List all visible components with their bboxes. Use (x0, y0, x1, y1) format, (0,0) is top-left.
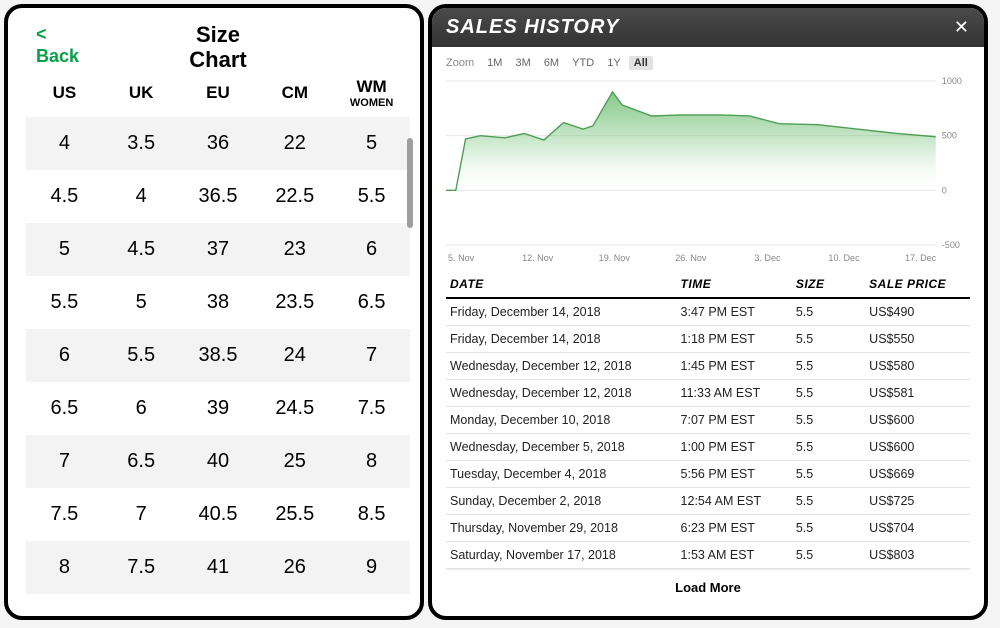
size-row: 65.538.5247 (26, 329, 410, 382)
sales-row: Tuesday, December 4, 20185:56 PM EST5.5U… (446, 461, 970, 488)
zoom-6m[interactable]: 6M (539, 56, 564, 70)
svg-text:12. Nov: 12. Nov (522, 253, 554, 263)
load-more-button[interactable]: Load More (446, 569, 970, 607)
sales-history-panel: SALES HISTORY ✕ Zoom 1M 3M 6M YTD 1Y All… (428, 4, 988, 620)
svg-text:5. Nov: 5. Nov (448, 253, 475, 263)
svg-text:26. Nov: 26. Nov (675, 253, 707, 263)
sales-row: Friday, December 14, 20181:18 PM EST5.5U… (446, 326, 970, 353)
size-row: 7.5740.525.58.5 (26, 488, 410, 541)
svg-text:-500: -500 (942, 240, 960, 250)
size-row: 87.541269 (26, 541, 410, 594)
sh-col-date: DATE (446, 271, 677, 298)
zoom-1y[interactable]: 1Y (602, 56, 625, 70)
size-col-eu: EU (180, 75, 257, 117)
svg-text:500: 500 (942, 131, 957, 141)
size-col-us: US (26, 75, 103, 117)
scrollbar-thumb[interactable] (407, 138, 413, 228)
sh-col-size: SIZE (792, 271, 865, 298)
close-icon[interactable]: ✕ (954, 17, 970, 38)
sales-history-header: SALES HISTORY ✕ (432, 8, 984, 47)
sh-col-sale-price: SALE PRICE (865, 271, 970, 298)
svg-text:19. Nov: 19. Nov (599, 253, 631, 263)
sales-row: Saturday, November 17, 20181:53 AM EST5.… (446, 542, 970, 569)
size-col-cm: CM (256, 75, 333, 117)
size-row: 76.540258 (26, 435, 410, 488)
sales-row: Sunday, December 2, 201812:54 AM EST5.5U… (446, 488, 970, 515)
zoom-ytd[interactable]: YTD (567, 56, 599, 70)
sh-col-time: TIME (677, 271, 792, 298)
zoom-3m[interactable]: 3M (510, 56, 535, 70)
svg-text:3. Dec: 3. Dec (754, 253, 781, 263)
size-chart-header: < Back Size Chart (26, 22, 410, 73)
svg-text:10. Dec: 10. Dec (828, 253, 860, 263)
size-row: 4.5436.522.55.5 (26, 170, 410, 223)
sales-history-title: SALES HISTORY (446, 16, 619, 39)
sales-row: Wednesday, December 12, 201811:33 AM EST… (446, 380, 970, 407)
size-col-uk: UK (103, 75, 180, 117)
sales-row: Friday, December 14, 20183:47 PM EST5.5U… (446, 298, 970, 326)
size-col-wm: WMWOMEN (333, 75, 410, 117)
sales-row: Wednesday, December 5, 20181:00 PM EST5.… (446, 434, 970, 461)
size-chart-panel: < Back Size Chart USUKEUCMWMWOMEN 43.536… (4, 4, 424, 620)
size-chart-table: USUKEUCMWMWOMEN 43.5362254.5436.522.55.5… (26, 75, 410, 594)
size-row: 5.553823.56.5 (26, 276, 410, 329)
size-row: 6.563924.57.5 (26, 382, 410, 435)
back-label: Back (36, 46, 79, 66)
back-link[interactable]: < Back (36, 24, 79, 67)
svg-text:1000: 1000 (942, 76, 962, 86)
chevron-left-icon: < (36, 24, 79, 46)
sales-history-table: DATETIMESIZESALE PRICE Friday, December … (446, 271, 970, 569)
size-row: 54.537236 (26, 223, 410, 276)
zoom-all[interactable]: All (629, 56, 653, 70)
sales-row: Monday, December 10, 20187:07 PM EST5.5U… (446, 407, 970, 434)
zoom-1m[interactable]: 1M (482, 56, 507, 70)
zoom-controls: Zoom 1M 3M 6M YTD 1Y All (446, 57, 970, 69)
sales-row: Thursday, November 29, 20186:23 PM EST5.… (446, 515, 970, 542)
zoom-label: Zoom (446, 57, 474, 69)
sales-row: Wednesday, December 12, 20181:45 PM EST5… (446, 353, 970, 380)
svg-text:0: 0 (942, 185, 947, 195)
size-chart-title: Size Chart (26, 22, 410, 73)
price-chart[interactable]: 1000 500 0 -500 5. Nov 12. Nov 19. Nov 26. Nov 3… (446, 75, 970, 265)
svg-text:17. Dec: 17. Dec (905, 253, 937, 263)
size-row: 43.536225 (26, 117, 410, 170)
